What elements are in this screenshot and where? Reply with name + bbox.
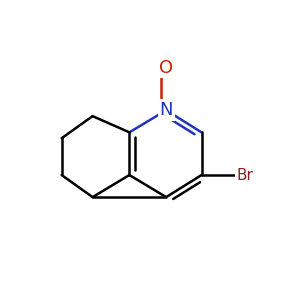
Text: N: N (159, 101, 173, 119)
Text: O: O (159, 58, 173, 76)
Text: Br: Br (237, 167, 254, 182)
